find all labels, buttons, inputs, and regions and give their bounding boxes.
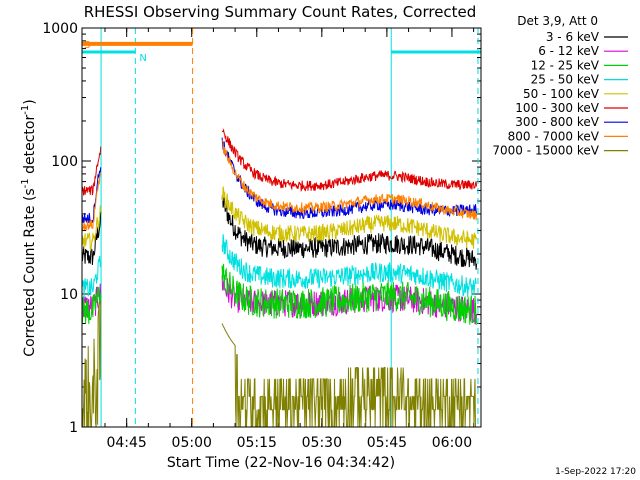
x-tick-label: 05:45 <box>367 435 407 451</box>
x-axis-label: Start Time (22-Nov-16 04:34:42) <box>167 455 395 471</box>
series-line-7 <box>81 140 478 232</box>
y-axis-label-sup1: -1 <box>20 178 31 188</box>
series-line-3 <box>81 234 477 299</box>
y-tick-labels: 1 10 100 1000 <box>42 21 78 436</box>
y-axis-label-main: Corrected Count Rate (s <box>22 188 38 356</box>
legend-entry-label: 3 - 6 keV <box>546 30 600 44</box>
plot-area: SN <box>81 27 482 428</box>
x-tick-label: 04:45 <box>106 435 146 451</box>
x-tick-label: 05:30 <box>302 435 342 451</box>
y-axis-label-end: ) <box>22 99 38 104</box>
series-line-5 <box>81 128 478 196</box>
chart-title: RHESSI Observing Summary Count Rates, Co… <box>84 3 477 21</box>
legend-entry-label: 800 - 7000 keV <box>508 129 600 143</box>
y-tick-label: 100 <box>51 154 78 170</box>
legend-entry-label: 50 - 100 keV <box>523 87 600 101</box>
x-tick-label: 05:00 <box>172 435 212 451</box>
y-axis-label-mid: detector <box>22 115 38 179</box>
cyan-flag-label: N <box>139 53 146 64</box>
series-line-8 <box>81 299 477 428</box>
footer-date: 1-Sep-2022 17:20 <box>555 467 636 477</box>
legend-entry-label: 7000 - 15000 keV <box>492 144 599 158</box>
orange-flag-label: S <box>84 40 90 51</box>
legend-entry-label: 25 - 50 keV <box>531 73 600 87</box>
x-tick-label: 06:00 <box>432 435 472 451</box>
y-tick-label: 10 <box>60 287 78 303</box>
legend-entry-label: 12 - 25 keV <box>531 58 600 72</box>
y-tick-label: 1000 <box>42 21 78 37</box>
legend-entry-label: 100 - 300 keV <box>515 101 599 115</box>
legend-entry-label: 300 - 800 keV <box>515 115 599 129</box>
series-line-4 <box>81 186 478 252</box>
series-group <box>81 128 478 428</box>
y-axis-label-sup2: -1 <box>20 105 31 115</box>
x-tick-labels: 04:45 05:00 05:15 05:30 05:45 06:00 <box>106 435 472 451</box>
y-axis-label: Corrected Count Rate (s-1 detector-1) <box>20 99 38 356</box>
plot-frame <box>81 27 482 428</box>
legend-header: Det 3,9, Att 0 <box>517 14 598 28</box>
y-tick-label: 1 <box>69 420 78 436</box>
flag-bars: SN <box>82 40 481 64</box>
x-tick-label: 05:15 <box>237 435 277 451</box>
legend-entry-label: 6 - 12 keV <box>538 44 600 58</box>
series-line-2 <box>81 263 478 325</box>
